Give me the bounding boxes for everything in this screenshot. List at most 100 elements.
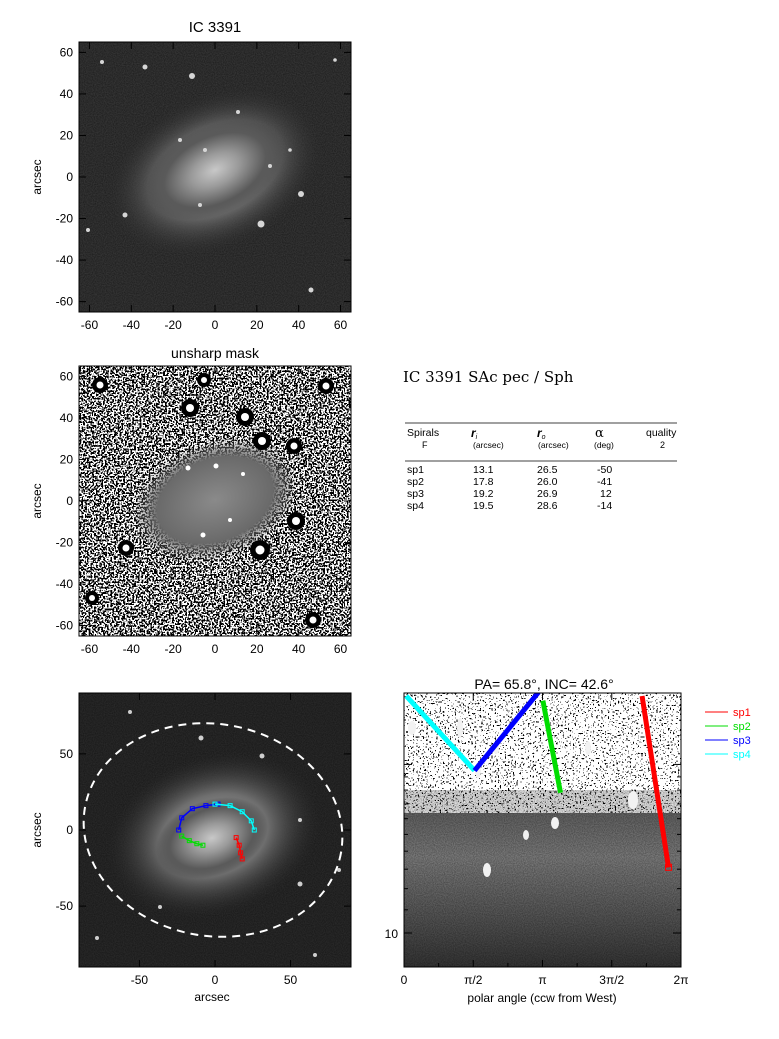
image-xtick-label: -60 <box>81 318 99 332</box>
table-cell-name: sp1 <box>407 464 424 476</box>
image-ytick-label: -20 <box>56 212 74 226</box>
overlay-point-sp2 <box>186 838 192 844</box>
col-ri-unit: (arcsec) <box>473 440 504 450</box>
col-alpha: α <box>595 426 604 441</box>
overlay-point-sp1 <box>239 856 245 862</box>
image-ytick-label: 60 <box>60 45 74 59</box>
polar-xtick-label: 2π <box>674 973 689 987</box>
legend: sp1 sp2 sp3 sp4 <box>705 707 751 761</box>
unsharp-galaxy <box>132 438 298 562</box>
table-cell-name: sp4 <box>407 500 424 512</box>
table-cell-ri: 13.1 <box>473 464 494 476</box>
legend-label-sp4: sp4 <box>733 749 751 761</box>
image-xtick-label: 60 <box>334 318 348 332</box>
table-cell-alpha: 12 <box>600 488 612 500</box>
unsharp-ytick-label: 60 <box>60 369 74 383</box>
table-cell-ri: 19.5 <box>473 500 494 512</box>
polar-line-sp1 <box>639 695 671 868</box>
overlay-ytick-label: -50 <box>56 899 74 913</box>
table-cell-name: sp3 <box>407 488 424 500</box>
table-cell-ro: 28.6 <box>537 500 558 512</box>
image-xtick-label: 20 <box>250 318 264 332</box>
overlay-spiral-sp4 <box>214 803 256 831</box>
overlay-point-sp1 <box>238 850 244 856</box>
polar-series <box>404 693 673 871</box>
overlay-ytick-label: 50 <box>60 747 74 761</box>
polar-xtick-label: 3π/2 <box>599 973 624 987</box>
unsharp-xtick-label: -40 <box>123 642 141 656</box>
table-cell-ri: 19.2 <box>473 488 494 500</box>
table-cell-alpha: -14 <box>597 500 612 512</box>
overlay-panel: -50 0 50 50 0 -50 arcsec arcsec <box>30 692 352 1004</box>
col-quality: quality <box>646 427 677 439</box>
stars-image <box>86 58 337 293</box>
unsharp-xtick-label: 20 <box>250 642 264 656</box>
col-ro-unit: (arcsec) <box>538 440 569 450</box>
overlay-point-sp2 <box>200 842 206 848</box>
image-ytick-label: 40 <box>60 87 74 101</box>
image-ytick-label: -60 <box>56 295 74 309</box>
overlay-point-sp4 <box>239 809 245 815</box>
col-alpha-unit: (deg) <box>594 440 614 450</box>
table-rows: sp1 13.1 26.5 -50 sp2 17.8 26.0 -41 sp3 19.2 26.9 1… <box>407 464 612 512</box>
overlay-point-sp4 <box>212 801 218 807</box>
image-title: IC 3391 <box>189 19 242 36</box>
overlay-xtick-label: -50 <box>131 973 149 987</box>
image-ytick-label: -40 <box>56 253 74 267</box>
overlay-point-sp2 <box>194 841 200 847</box>
overlay-point-sp4 <box>227 803 233 809</box>
col-ro: ro <box>537 426 546 441</box>
overlay-ylabel: arcsec <box>30 812 44 847</box>
unsharp-ytick-label: 0 <box>66 494 73 508</box>
table-cell-name: sp2 <box>407 476 424 488</box>
unsharp-ytick-label: -60 <box>56 619 74 633</box>
unsharp-xtick-label: 60 <box>334 642 348 656</box>
galaxy-header: IC 3391 SAc pec / Sph <box>403 368 574 386</box>
table-cell-ro: 26.0 <box>537 476 558 488</box>
unsharp-ylabel: arcsec <box>30 483 44 518</box>
polar-title: PA= 65.8°, INC= 42.6° <box>474 676 613 692</box>
image-ylabel: arcsec <box>30 159 44 194</box>
overlay-xtick-label: 50 <box>284 973 298 987</box>
overlay-spiral-sp3 <box>178 803 219 831</box>
legend-label-sp3: sp3 <box>733 735 751 747</box>
table-cell-ro: 26.5 <box>537 464 558 476</box>
unsharp-ytick-label: 20 <box>60 452 74 466</box>
unsharp-xtick-label: 40 <box>292 642 306 656</box>
image-panel: -60 -40 -20 0 20 40 60 60 40 20 0 -20 -40 -60 IC 3391… <box>30 19 352 332</box>
polar-panel: 0 π/2 π 3π/2 2π PA= 65.8°, INC= 42.6° 10 pol… <box>385 676 689 1005</box>
overlay-point-sp4 <box>248 818 254 824</box>
galaxy-disk <box>147 119 283 221</box>
image-ytick-label: 0 <box>66 170 73 184</box>
image-xtick-label: -40 <box>123 318 141 332</box>
polar-line-sp4 <box>404 694 477 773</box>
stars-overlay <box>95 710 341 957</box>
legend-label-sp2: sp2 <box>733 721 751 733</box>
overlay-spirals <box>176 801 257 862</box>
unsharp-xtick-label: -20 <box>164 642 182 656</box>
image-ytick-label: 20 <box>60 128 74 142</box>
polar-endpoint-sp1 <box>665 863 673 871</box>
col-ri: ri <box>471 426 478 441</box>
table-cell-ri: 17.8 <box>473 476 494 488</box>
overlay-point-sp2 <box>179 833 185 839</box>
overlay-spiral-sp2 <box>181 835 204 846</box>
table-cell-ro: 26.9 <box>537 488 558 500</box>
overlay-ytick-label: 0 <box>66 823 73 837</box>
polar-line-sp2 <box>540 700 563 794</box>
unsharp-ticks: -60 -40 -20 0 20 40 60 60 40 20 0 -20 -40 -60 <box>56 366 351 656</box>
unsharp-title: unsharp mask <box>171 345 260 361</box>
deprojection-ellipse <box>82 722 344 938</box>
col-spirals: Spirals <box>407 427 439 439</box>
overlay-xlabel: arcsec <box>194 990 229 1004</box>
overlay-point-sp3 <box>189 806 195 812</box>
unsharp-panel: -60 -40 -20 0 20 40 60 60 40 20 0 -20 -40 -60 unsharp… <box>30 345 352 656</box>
unsharp-ytick-label: -20 <box>56 536 74 550</box>
unsharp-xtick-label: -60 <box>81 642 99 656</box>
polar-xtick-label: π/2 <box>464 973 483 987</box>
info-table: IC 3391 SAc pec / Sph Spirals F ri (arcs… <box>403 368 677 512</box>
col-quality-val: 2 <box>660 440 665 450</box>
overlay-point-sp3 <box>179 815 185 821</box>
unsharp-ytick-label: 40 <box>60 411 74 425</box>
